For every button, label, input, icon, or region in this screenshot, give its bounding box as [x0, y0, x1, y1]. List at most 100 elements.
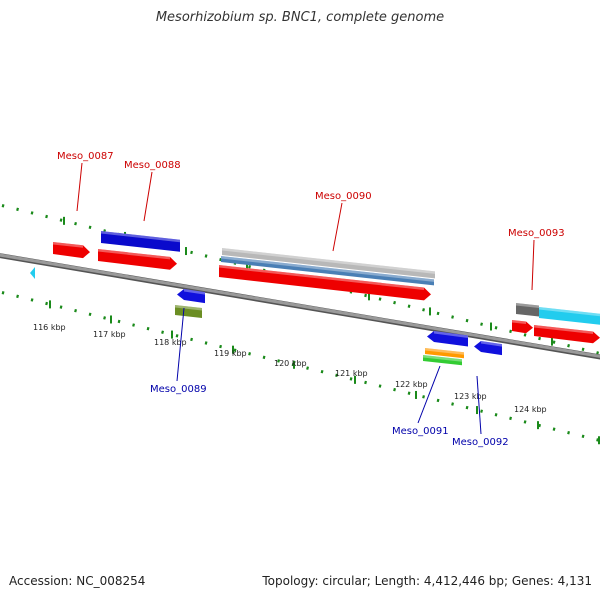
gene-label-meso-0087[interactable]: Meso_0087 — [57, 151, 114, 212]
feature-meso-0090-mrna[interactable] — [221, 256, 434, 286]
feature-meso-0093-gene[interactable] — [539, 307, 600, 325]
guide-dot — [509, 329, 512, 334]
gene-label-layer[interactable]: Meso_0087 Meso_0088 Meso_0090 Meso_0093 Meso… — [57, 151, 565, 448]
feature-meso-0092-cds-shine — [481, 341, 502, 347]
guide-dot — [480, 322, 483, 326]
guide-dot — [88, 225, 92, 230]
feature-meso-0088-gene[interactable] — [101, 231, 180, 252]
genome-backbone-highlight — [0, 253, 600, 358]
guide-dot — [30, 298, 34, 302]
feature-layer[interactable] — [30, 231, 600, 366]
grid-dots — [1, 204, 600, 445]
genome-backbone-layer — [0, 253, 600, 360]
guide-dot — [480, 409, 483, 413]
guide-dot — [132, 323, 135, 327]
feature-meso-0092-cds[interactable] — [474, 341, 502, 356]
gene-label-meso-0089[interactable]: Meso_0089 — [150, 307, 207, 395]
feature-meso-0090-gene[interactable] — [222, 248, 435, 279]
gene-label-text[interactable]: Meso_0089 — [150, 384, 207, 395]
feature-meso-0091-gene[interactable] — [423, 355, 462, 366]
guide-dot — [509, 416, 512, 421]
gene-label-text[interactable]: Meso_0087 — [57, 151, 114, 162]
guide-dot — [59, 305, 63, 309]
guide-dot — [451, 315, 454, 319]
gene-label-leader-line — [176, 307, 185, 382]
partial-feature-marker[interactable] — [30, 267, 35, 279]
guide-dot — [320, 369, 324, 374]
guide-dot — [567, 344, 570, 348]
scale-tick-label: 120 kbp — [274, 359, 307, 368]
gene-label-meso-0088[interactable]: Meso_0088 — [124, 160, 181, 222]
gene-label-text[interactable]: Meso_0092 — [452, 437, 509, 448]
guide-dot — [436, 311, 440, 316]
guide-dot — [74, 221, 77, 226]
guide-dot — [378, 297, 382, 301]
scale-tick-label: 121 kbp — [335, 369, 368, 378]
feature-meso-0089-gene-shine — [175, 305, 202, 311]
gene-label-leader-line — [143, 171, 153, 222]
feature-meso-0088-gene-shine — [101, 231, 180, 243]
gene-label-leader-line — [417, 365, 441, 424]
guide-dot — [465, 318, 469, 323]
guide-dot — [552, 340, 556, 344]
guide-dot — [306, 366, 309, 370]
gene-label-meso-0090[interactable]: Meso_0090 — [315, 191, 372, 252]
gene-label-text[interactable]: Meso_0088 — [124, 160, 181, 171]
gene-label-meso-0091[interactable]: Meso_0091 — [392, 365, 449, 437]
feature-meso-0090-cds-shine — [219, 265, 424, 291]
guide-dot — [262, 355, 266, 360]
guide-dot — [117, 319, 121, 324]
gene-label-text[interactable]: Meso_0091 — [392, 426, 449, 437]
guide-dot — [436, 398, 440, 403]
guide-dot — [1, 204, 5, 208]
feature-meso-0087-cds-shine — [53, 242, 83, 248]
feature-meso-0087-cds[interactable] — [53, 242, 90, 259]
guide-dot — [393, 387, 396, 392]
feature-meso-0088-cds[interactable] — [98, 249, 177, 270]
guide-dot — [146, 326, 150, 331]
feature-meso-0093-cds-a[interactable] — [512, 320, 533, 334]
feature-meso-0090-gene-shine — [222, 248, 435, 274]
guide-dot — [219, 344, 222, 349]
guide-dot — [335, 373, 338, 378]
guide-dot — [45, 301, 48, 306]
guide-dot — [451, 402, 454, 406]
scale-tick-label: 118 kbp — [154, 338, 187, 347]
feature-meso-0093-cds-b[interactable] — [534, 325, 600, 344]
feature-meso-0090-cds[interactable] — [219, 265, 431, 301]
feature-meso-0089-cds-shine — [184, 289, 205, 295]
feature-meso-0093-cds-a-shine — [512, 320, 526, 325]
guide-dot — [523, 333, 527, 337]
gene-label-text[interactable]: Meso_0090 — [315, 191, 372, 202]
guide-dot — [103, 316, 106, 320]
guide-dot — [161, 330, 164, 334]
guide-dot — [175, 334, 179, 338]
gene-label-meso-0092[interactable]: Meso_0092 — [452, 375, 509, 448]
feature-meso-0089-cds[interactable] — [177, 289, 205, 304]
feature-meso-0091-mrna-shine — [425, 348, 464, 355]
guide-dot — [523, 420, 527, 424]
feature-meso-0091-mrna[interactable] — [425, 348, 464, 359]
genome-summary-text: Topology: circular; Length: 4,412,446 bp… — [262, 574, 592, 588]
scale-tick-label: 119 kbp — [214, 349, 247, 358]
guide-dot — [494, 413, 498, 417]
scale-tick-label: 122 kbp — [395, 380, 428, 389]
guide-dot — [248, 265, 251, 269]
guide-dot — [30, 211, 34, 215]
guide-dot — [88, 312, 92, 317]
feature-meso-0093-gene-left[interactable] — [516, 303, 539, 317]
gene-label-text[interactable]: Meso_0093 — [508, 228, 565, 239]
lower-guide-line — [1, 291, 600, 445]
feature-meso-0089-gene[interactable] — [175, 305, 202, 318]
scale-tick-label: 123 kbp — [454, 392, 487, 401]
guide-dot — [190, 250, 193, 255]
gene-label-meso-0093[interactable]: Meso_0093 — [508, 228, 565, 291]
guide-dot — [349, 377, 353, 381]
feature-meso-0091-cds[interactable] — [427, 331, 468, 347]
guide-dot — [74, 308, 77, 313]
guide-dot — [407, 391, 411, 395]
guide-dot — [190, 337, 193, 342]
guide-dot — [581, 347, 585, 352]
gene-label-leader-line — [531, 239, 535, 291]
